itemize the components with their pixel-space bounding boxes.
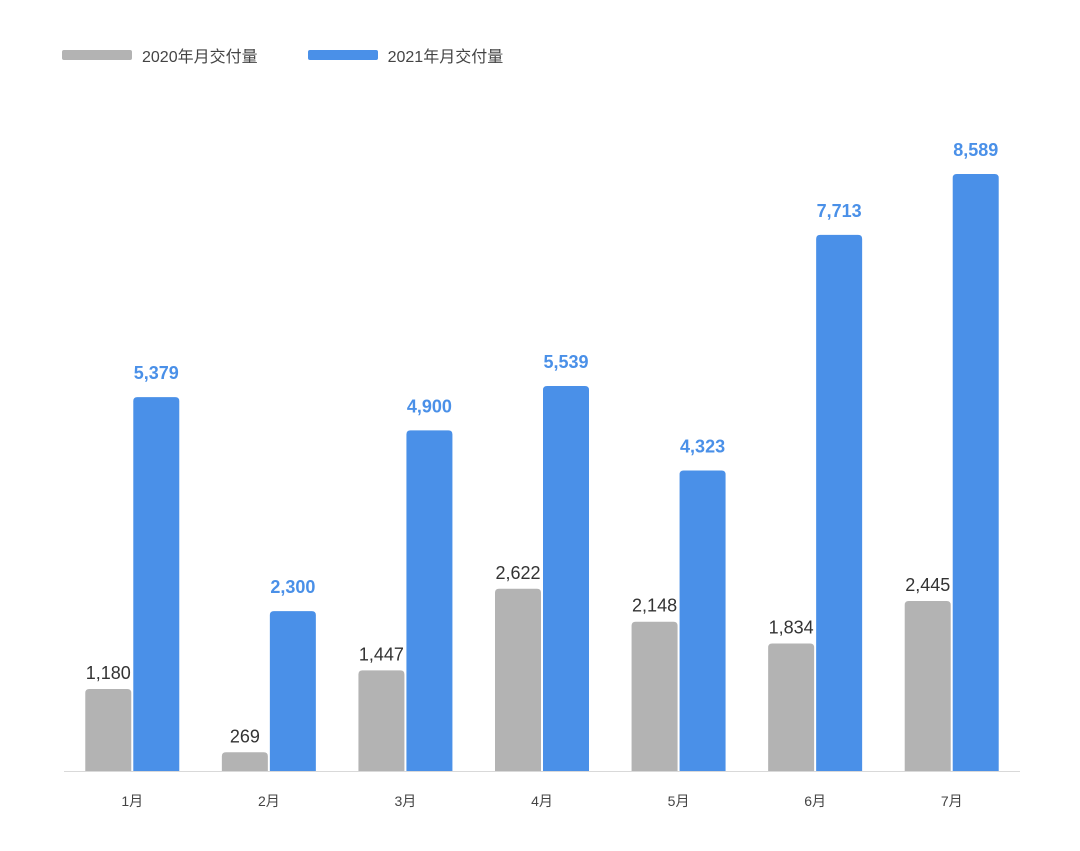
x-tick-label-2: 2月 bbox=[258, 793, 280, 809]
bar-2021-3 bbox=[406, 430, 453, 771]
value-label-2021-7: 8,589 bbox=[953, 140, 998, 160]
value-label-2020-2: 269 bbox=[230, 726, 260, 746]
legend-item-2020: 2020年月交付量 bbox=[62, 43, 258, 67]
value-label-2021-2: 2,300 bbox=[270, 577, 315, 597]
bar-2020-7 bbox=[904, 601, 951, 771]
legend-swatch-2020 bbox=[62, 50, 132, 60]
bar-2021-2 bbox=[269, 611, 316, 771]
value-label-2020-7: 2,445 bbox=[905, 575, 950, 595]
value-label-2021-4: 5,539 bbox=[543, 352, 588, 372]
legend-item-2021: 2021年月交付量 bbox=[307, 43, 504, 67]
bar-2021-5 bbox=[679, 470, 726, 771]
bar-2020-6 bbox=[768, 643, 815, 771]
legend-label-2020: 2020年月交付量 bbox=[142, 49, 258, 66]
x-tick-label-5: 5月 bbox=[668, 793, 690, 809]
value-label-2021-5: 4,323 bbox=[680, 437, 725, 457]
legend-swatch-2021 bbox=[307, 50, 378, 60]
legend-label-2021: 2021年月交付量 bbox=[387, 49, 504, 66]
bar-2020-5 bbox=[631, 621, 678, 771]
bar-2021-7 bbox=[952, 174, 999, 771]
x-tick-label-4: 4月 bbox=[531, 793, 553, 809]
bar-2020-1 bbox=[85, 688, 132, 771]
bar-2021-1 bbox=[133, 397, 180, 771]
value-label-2020-6: 1,834 bbox=[769, 618, 814, 638]
value-label-2020-4: 2,622 bbox=[495, 563, 540, 583]
bar-2020-2 bbox=[221, 752, 268, 771]
chart-legend: 2020年月交付量 2021年月交付量 bbox=[62, 42, 553, 68]
bar-2020-3 bbox=[358, 670, 405, 771]
value-label-2020-3: 1,447 bbox=[359, 644, 404, 664]
bar-2021-6 bbox=[816, 234, 863, 772]
bar-2021-4 bbox=[543, 385, 589, 771]
value-label-2021-6: 7,713 bbox=[817, 201, 862, 221]
bar-2020-4 bbox=[495, 588, 541, 771]
x-tick-label-6: 6月 bbox=[804, 793, 826, 809]
x-tick-label-7: 7月 bbox=[941, 793, 963, 809]
value-label-2021-3: 4,900 bbox=[407, 396, 452, 416]
x-tick-label-1: 1月 bbox=[121, 793, 143, 809]
value-label-2020-5: 2,148 bbox=[632, 596, 677, 616]
value-label-2021-1: 5,379 bbox=[134, 363, 179, 383]
value-label-2020-1: 1,180 bbox=[86, 663, 131, 683]
x-tick-label-3: 3月 bbox=[395, 793, 417, 809]
